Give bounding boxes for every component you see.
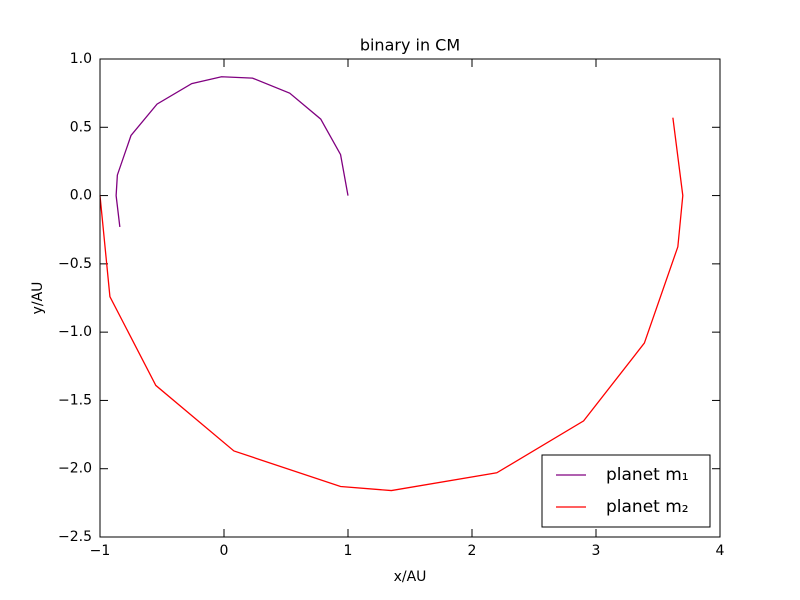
- legend-box: [541, 454, 711, 528]
- x-tick-label: 4: [716, 543, 725, 559]
- y-tick-label: −1.5: [58, 392, 92, 408]
- legend-label: planet m₂: [606, 497, 689, 517]
- x-tick-label: 3: [592, 543, 601, 559]
- x-tick-label: 0: [220, 543, 229, 559]
- y-tick-label: 0.0: [70, 188, 92, 204]
- x-tick-label: 2: [468, 543, 477, 559]
- series-line: [115, 76, 349, 228]
- y-tick-label: 0.5: [70, 119, 92, 135]
- y-axis-label: y/AU: [30, 282, 46, 315]
- plot-frame: [99, 58, 721, 538]
- y-tick-label: −0.5: [58, 256, 92, 272]
- series-line: [99, 117, 684, 492]
- chart-title: binary in CM: [360, 36, 460, 55]
- legend-label: planet m₁: [606, 465, 689, 485]
- x-tick-label: 1: [344, 543, 353, 559]
- y-tick-label: 1.0: [70, 51, 92, 67]
- x-axis-label: x/AU: [394, 569, 427, 585]
- y-tick-label: −2.0: [58, 461, 92, 477]
- y-tick-label: −2.5: [58, 529, 92, 545]
- y-tick-label: −1.0: [58, 324, 92, 340]
- x-tick-label: −1: [90, 543, 111, 559]
